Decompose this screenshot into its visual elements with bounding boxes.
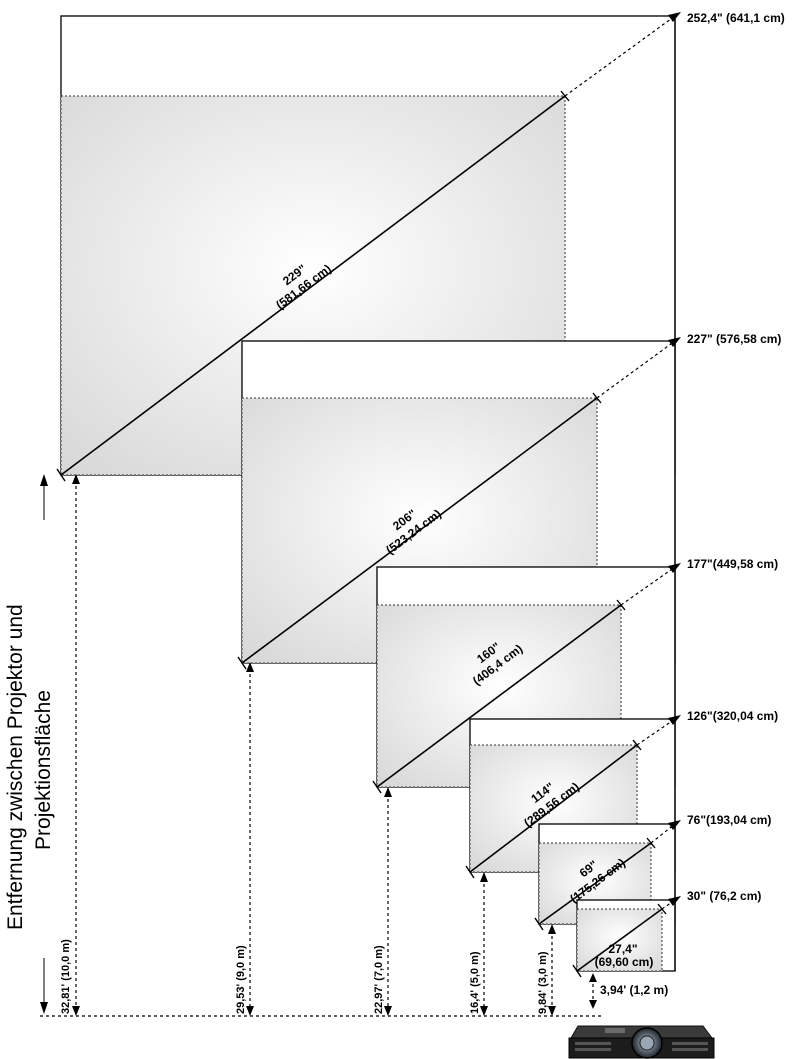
side-axis-arrow-up (40, 474, 48, 486)
diagonal-tick-end-6 (657, 903, 667, 915)
diagonal-tick-start-1 (56, 468, 66, 482)
diagonal-solid-2 (241, 397, 598, 664)
distance-label-2: 29,53' (9,0 m) (235, 945, 247, 1014)
diagonal-tick-end-1 (560, 90, 570, 102)
max-size-label-3: 177"(449,58 cm) (687, 557, 778, 571)
diagonal-inch-label-6: 27,4" (608, 942, 637, 956)
min-distance-arrow-top (589, 973, 597, 982)
axis-label-line1: Entfernung zwischen Projektor und (4, 604, 27, 930)
max-size-label-6: 30" (76,2 cm) (687, 889, 761, 903)
diagonal-solid-4 (469, 744, 638, 873)
diagonal-solid-6 (576, 908, 663, 972)
max-size-label-4: 126"(320,04 cm) (687, 709, 778, 723)
diagonal-tick-start-6 (572, 964, 582, 978)
distance-label-3: 22,97' (7,0 m) (373, 945, 385, 1014)
diagonal-solid-3 (376, 604, 622, 788)
distance-arrow-top-2 (246, 662, 254, 672)
diagonal-cm-label-6: (69,60 cm) (595, 955, 654, 969)
distance-arrow-top-5 (548, 924, 556, 934)
diagonal-dashed-2 (596, 340, 676, 399)
diagonal-tick-start-2 (237, 656, 247, 670)
diagonal-dashed-4 (636, 718, 676, 746)
distance-label-1: 32,81' (10,0 m) (60, 939, 72, 1014)
distance-label-4: 16,4' (5,0 m) (469, 951, 481, 1014)
distance-arrow-top-1 (72, 474, 80, 484)
projector-icon (568, 1025, 715, 1059)
max-size-label-2: 227" (576,58 cm) (687, 332, 781, 346)
diagonal-dashed-1 (564, 15, 676, 97)
diagonal-tick-end-2 (592, 392, 602, 404)
min-distance-arrow-bottom (589, 1000, 597, 1009)
side-axis: Entfernung zwischen Projektor und Projek… (4, 474, 55, 1014)
distance-arrow-bottom-5 (548, 1006, 556, 1016)
distance-arrow-top-3 (384, 787, 392, 797)
diagonal-dashed-3 (620, 566, 676, 606)
distance-label-5: 9,84' (3,0 m) (537, 951, 549, 1014)
diagonal-tick-end-4 (632, 739, 642, 751)
max-size-label-1: 252,4" (641,1 cm) (687, 11, 785, 25)
distance-arrow-bottom-1 (72, 1006, 80, 1016)
distance-arrow-bottom-3 (384, 1006, 392, 1016)
diagonal-tick-end-3 (616, 599, 626, 611)
distance-arrow-bottom-2 (246, 1006, 254, 1016)
diagonal-solid-1 (60, 95, 566, 476)
diagonal-solid-5 (538, 842, 652, 925)
side-axis-arrow-down (40, 1002, 48, 1014)
max-size-label-5: 76"(193,04 cm) (687, 813, 771, 827)
diagonal-tick-start-4 (465, 865, 475, 879)
distance-arrow-top-4 (480, 872, 488, 882)
distance-arrow-bottom-4 (480, 1006, 488, 1016)
min-distance-label: 3,94' (1,2 m) (600, 983, 668, 997)
axis-label-line2: Projektionsfläche (32, 690, 55, 850)
min-distance-group: 3,94' (1,2 m) (589, 973, 668, 1009)
screen-group-6: 30" (76,2 cm) 27,4" (69,60 cm) (572, 889, 761, 978)
diagonal-tick-start-5 (534, 917, 544, 931)
diagonal-tick-end-5 (646, 837, 656, 849)
diagonal-tick-start-3 (372, 780, 382, 794)
